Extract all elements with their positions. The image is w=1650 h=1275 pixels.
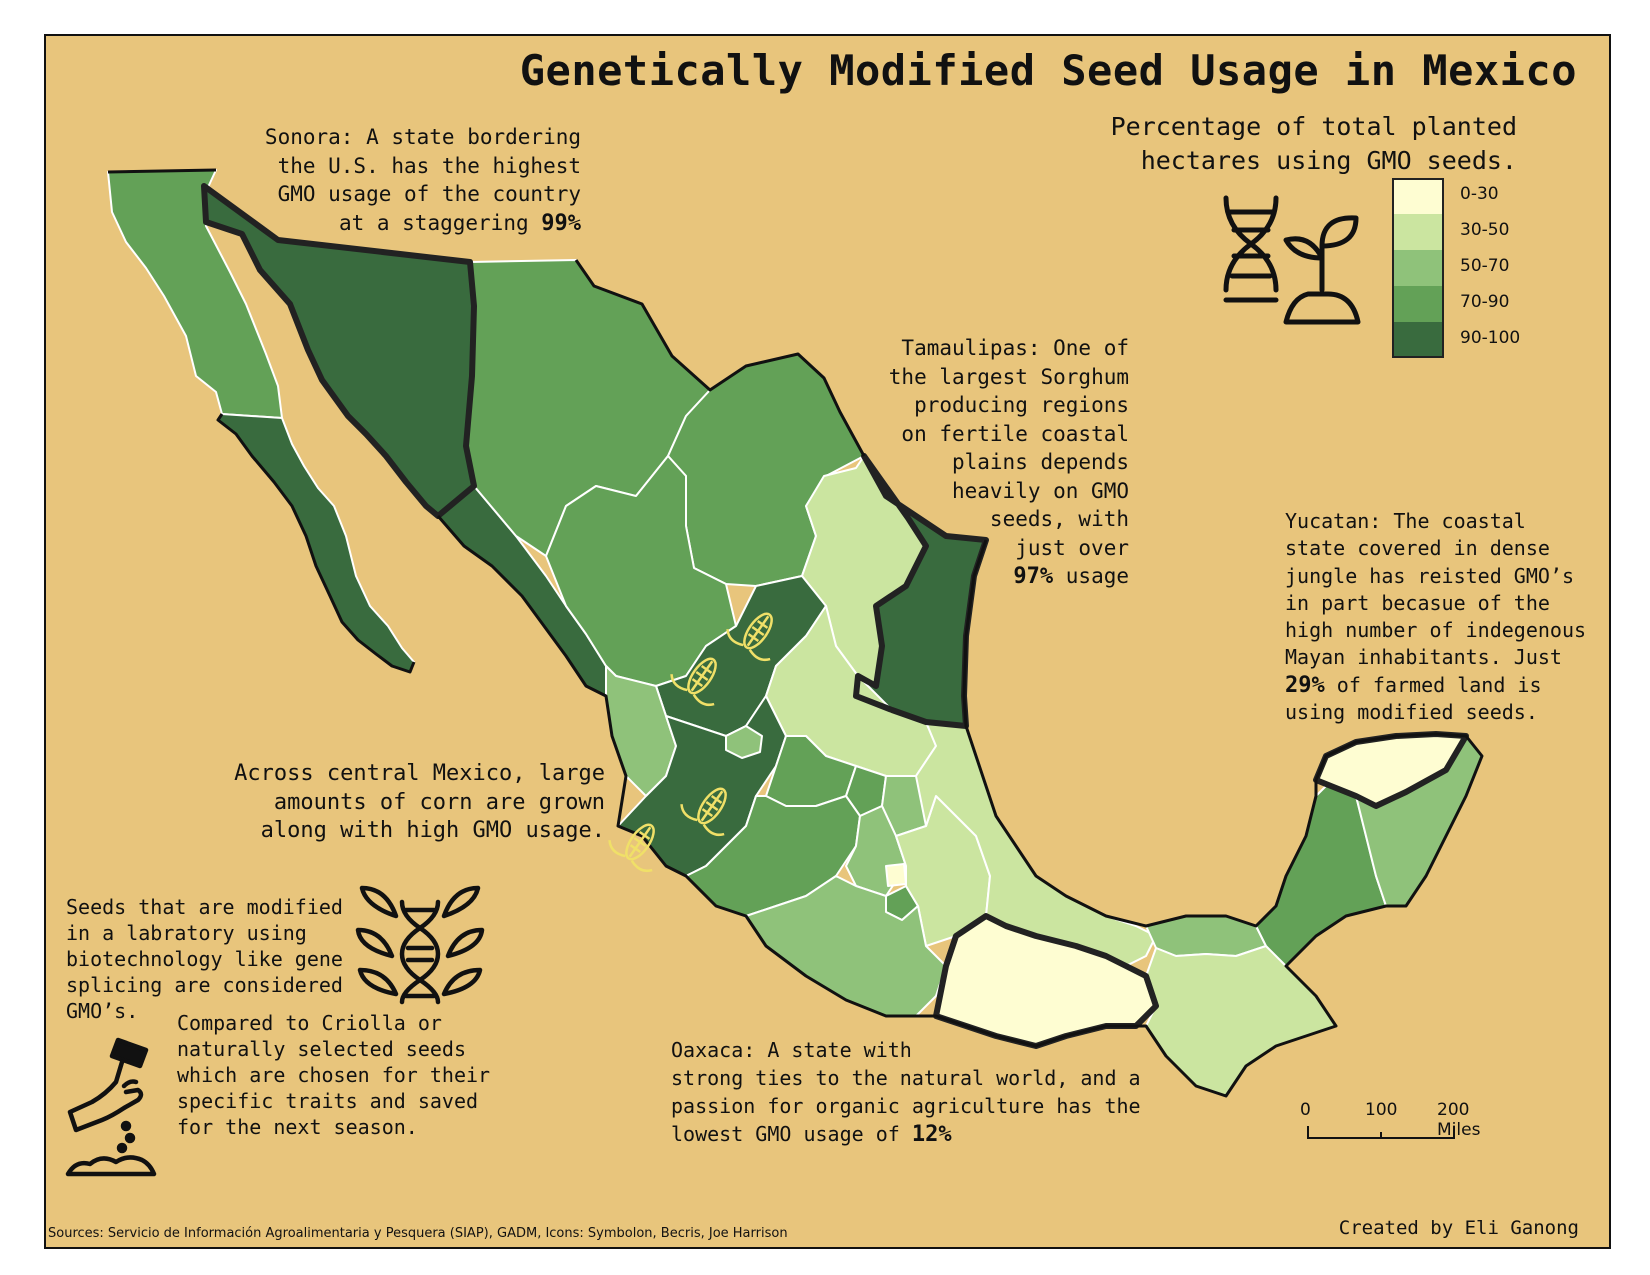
map-frame: Genetically Modified Seed Usage in Mexic… bbox=[44, 34, 1611, 1249]
sonora-value: 99% bbox=[541, 210, 581, 236]
tamaulipas-text: Tamaulipas: One of the largest Sorghum p… bbox=[888, 336, 1129, 560]
dna-leaves-icon bbox=[355, 885, 485, 1005]
baja-coast-border bbox=[107, 168, 416, 674]
sprout-icon bbox=[1283, 215, 1361, 325]
tamaulipas-annotation: Tamaulipas: One of the largest Sorghum p… bbox=[889, 334, 1129, 592]
legend-swatch bbox=[1392, 286, 1444, 322]
corn-icon bbox=[726, 612, 773, 662]
corn-icon bbox=[608, 823, 655, 873]
criolla-annotation: Compared to Criolla or naturally selecte… bbox=[177, 1011, 491, 1139]
legend-label: 0-30 bbox=[1460, 184, 1499, 204]
tamaulipas-tail: usage bbox=[1053, 564, 1129, 588]
scale-bar-line bbox=[1307, 1126, 1455, 1139]
sonora-annotation: Sonora: A state bordering the U.S. has t… bbox=[265, 123, 581, 238]
legend-label: 90-100 bbox=[1460, 328, 1521, 348]
legend-label: 70-90 bbox=[1460, 292, 1510, 312]
mexico-map bbox=[65, 168, 1484, 1177]
legend-label: 30-50 bbox=[1460, 220, 1510, 240]
legend-swatch bbox=[1392, 178, 1444, 214]
map-title: Genetically Modified Seed Usage in Mexic… bbox=[519, 46, 1577, 95]
scale-label-100: 100 bbox=[1365, 1100, 1398, 1120]
state-durango bbox=[545, 455, 737, 687]
sources-text: Sources: Servicio de Información Agroali… bbox=[48, 1226, 788, 1241]
yucatan-annotation: Yucatan: The coastal state covered in de… bbox=[1285, 508, 1586, 726]
yucatan-text: Yucatan: The coastal state covered in de… bbox=[1285, 509, 1587, 670]
oaxaca-annotation: Oaxaca: A state with strong ties to the … bbox=[671, 1036, 1141, 1149]
legend-label: 50-70 bbox=[1460, 256, 1510, 276]
central-mexico-annotation: Across central Mexico, large amounts of … bbox=[234, 761, 605, 843]
state-cdmx bbox=[885, 863, 907, 887]
yucatan-tail: of farmed land is using modified seeds. bbox=[1285, 672, 1542, 725]
scale-label-200: 200 Miles bbox=[1437, 1100, 1481, 1140]
corn-icons bbox=[608, 612, 773, 873]
state-baja-california bbox=[107, 169, 283, 419]
oaxaca-text: Oaxaca: A state with strong ties to the … bbox=[671, 1038, 1141, 1146]
mainland-coast-border bbox=[436, 259, 1484, 1098]
yucatan-value: 29% bbox=[1285, 672, 1325, 698]
state-aguascalientes bbox=[725, 725, 763, 759]
sonora-text: Sonora: A state bordering the U.S. has t… bbox=[264, 125, 581, 235]
gmo-definition-annotation: Seeds that are modified in a labratory u… bbox=[66, 895, 343, 1023]
tamaulipas-outline bbox=[853, 453, 989, 729]
corn-icon bbox=[670, 657, 717, 707]
planting-hand-icon bbox=[65, 1037, 157, 1177]
corn-icon bbox=[680, 787, 727, 837]
legend-swatch bbox=[1392, 322, 1444, 358]
scale-bar: 0 100 200 Miles bbox=[1291, 1096, 1501, 1146]
tamaulipas-value: 97% bbox=[1013, 564, 1054, 589]
oaxaca-value: 12% bbox=[911, 1122, 952, 1147]
scale-label-0: 0 bbox=[1300, 1100, 1311, 1120]
sonora-outline bbox=[201, 183, 477, 519]
legend-subtitle: Percentage of total planted hectares usi… bbox=[1110, 112, 1517, 175]
legend-swatch bbox=[1392, 250, 1444, 286]
dna-icon bbox=[1223, 195, 1279, 303]
credit-text: Created by Eli Ganong bbox=[1338, 1217, 1579, 1239]
legend-swatch bbox=[1392, 214, 1444, 250]
